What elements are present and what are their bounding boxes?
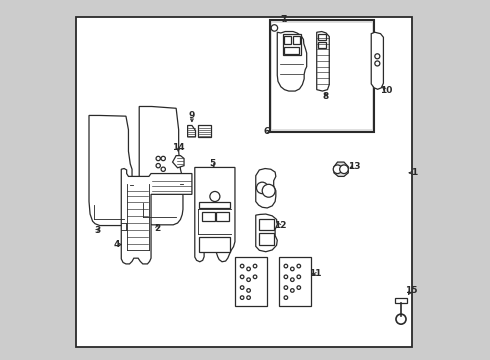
Text: 2: 2 <box>154 224 160 233</box>
Circle shape <box>284 264 288 268</box>
Circle shape <box>271 25 278 31</box>
Circle shape <box>156 156 160 161</box>
Circle shape <box>297 275 300 279</box>
Circle shape <box>291 278 294 282</box>
Bar <box>259 219 274 230</box>
Text: 11: 11 <box>309 269 321 278</box>
Text: 6: 6 <box>264 127 270 136</box>
Text: 7: 7 <box>280 15 287 24</box>
Circle shape <box>240 275 244 279</box>
Polygon shape <box>188 126 196 137</box>
Bar <box>199 237 230 252</box>
Polygon shape <box>139 107 183 225</box>
Circle shape <box>291 267 294 271</box>
Text: 15: 15 <box>405 286 417 295</box>
Circle shape <box>156 163 160 168</box>
Circle shape <box>284 296 288 300</box>
Circle shape <box>262 184 275 197</box>
Bar <box>270 21 374 132</box>
Polygon shape <box>277 32 307 91</box>
Bar <box>202 212 215 221</box>
Circle shape <box>253 275 257 279</box>
Bar <box>283 34 301 55</box>
Bar <box>272 23 372 129</box>
Bar <box>318 34 326 40</box>
Polygon shape <box>172 156 184 168</box>
Bar <box>318 41 326 48</box>
Polygon shape <box>317 32 329 91</box>
Bar <box>259 233 274 244</box>
Circle shape <box>375 61 380 66</box>
Bar <box>198 126 211 137</box>
Circle shape <box>240 296 244 300</box>
Text: 12: 12 <box>274 221 286 230</box>
Polygon shape <box>256 214 277 252</box>
Text: 8: 8 <box>323 92 329 101</box>
Circle shape <box>247 278 250 282</box>
Text: 4: 4 <box>114 240 120 249</box>
Circle shape <box>375 54 380 59</box>
Bar <box>294 36 300 44</box>
Polygon shape <box>256 168 276 208</box>
Text: 14: 14 <box>172 143 185 152</box>
Bar <box>235 257 267 306</box>
Polygon shape <box>122 168 192 264</box>
Circle shape <box>340 165 348 174</box>
Circle shape <box>240 264 244 268</box>
Circle shape <box>240 286 244 289</box>
Circle shape <box>297 264 300 268</box>
Bar <box>285 36 291 44</box>
Polygon shape <box>89 116 133 226</box>
Text: 10: 10 <box>380 86 392 95</box>
Circle shape <box>284 275 288 279</box>
Circle shape <box>253 264 257 268</box>
Circle shape <box>161 156 166 161</box>
Circle shape <box>396 314 406 324</box>
Circle shape <box>297 286 300 289</box>
Text: 3: 3 <box>94 226 100 235</box>
Bar <box>279 257 311 306</box>
Circle shape <box>256 182 268 194</box>
Circle shape <box>210 192 220 202</box>
Polygon shape <box>195 167 235 262</box>
Circle shape <box>247 267 250 271</box>
Circle shape <box>247 296 250 300</box>
Text: 9: 9 <box>189 111 195 120</box>
Circle shape <box>161 167 166 171</box>
Circle shape <box>247 289 250 292</box>
Circle shape <box>333 165 342 174</box>
Text: 5: 5 <box>209 159 215 168</box>
Bar <box>216 212 229 221</box>
Bar <box>199 202 230 208</box>
Polygon shape <box>334 162 348 176</box>
Polygon shape <box>371 32 383 89</box>
Text: 13: 13 <box>348 162 360 171</box>
Circle shape <box>291 289 294 292</box>
Text: 1: 1 <box>412 168 418 177</box>
Circle shape <box>284 286 288 289</box>
Bar <box>285 46 299 54</box>
Bar <box>395 298 407 303</box>
